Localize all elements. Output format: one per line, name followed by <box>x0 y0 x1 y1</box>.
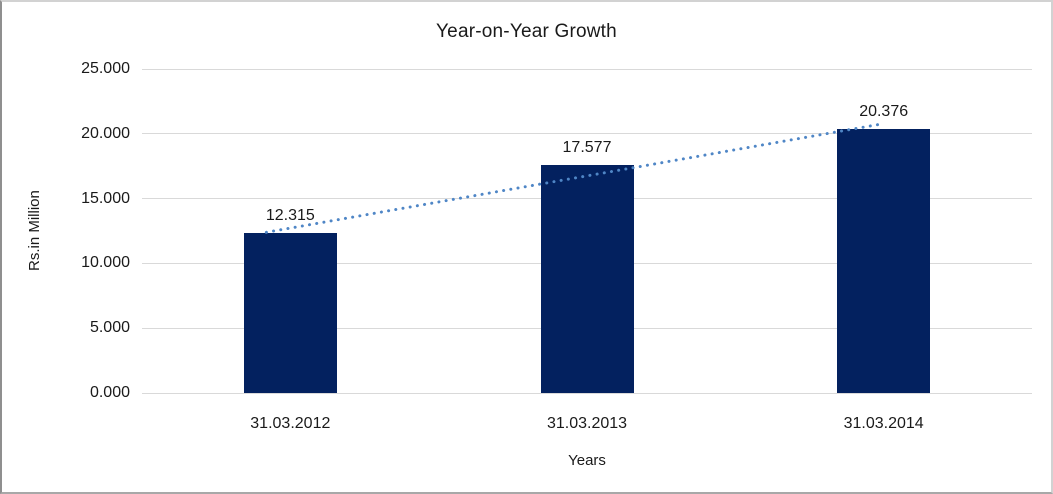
y-axis-title: Rs.in Million <box>26 190 43 272</box>
x-axis-tick-label: 31.03.2014 <box>843 415 924 432</box>
y-axis-tick-label: 0.000 <box>89 384 130 401</box>
gridline <box>142 392 1032 394</box>
x-axis-tick-label: 31.03.2013 <box>546 415 628 432</box>
bar-value-label: 12.315 <box>265 207 315 225</box>
chart-title: Year-on-Year Growth <box>436 21 617 42</box>
x-axis-tick-label: 31.03.2012 <box>250 415 331 432</box>
y-axis-tick-label: 20.000 <box>81 124 130 142</box>
bar-31.03.2013 <box>540 165 634 393</box>
gridline <box>142 68 1032 70</box>
bar-value-label: 20.376 <box>859 102 909 120</box>
bar-31.03.2012 <box>243 233 337 393</box>
y-axis-tick-label: 5.000 <box>89 319 130 337</box>
y-axis-tick-label: 25.000 <box>81 60 130 77</box>
bar-31.03.2014 <box>837 128 931 393</box>
y-axis-tick-label: 15.000 <box>81 189 130 207</box>
x-axis-title: Years <box>568 452 606 469</box>
y-axis-tick-label: 10.000 <box>81 254 130 272</box>
bar-value-label: 17.577 <box>562 139 612 157</box>
